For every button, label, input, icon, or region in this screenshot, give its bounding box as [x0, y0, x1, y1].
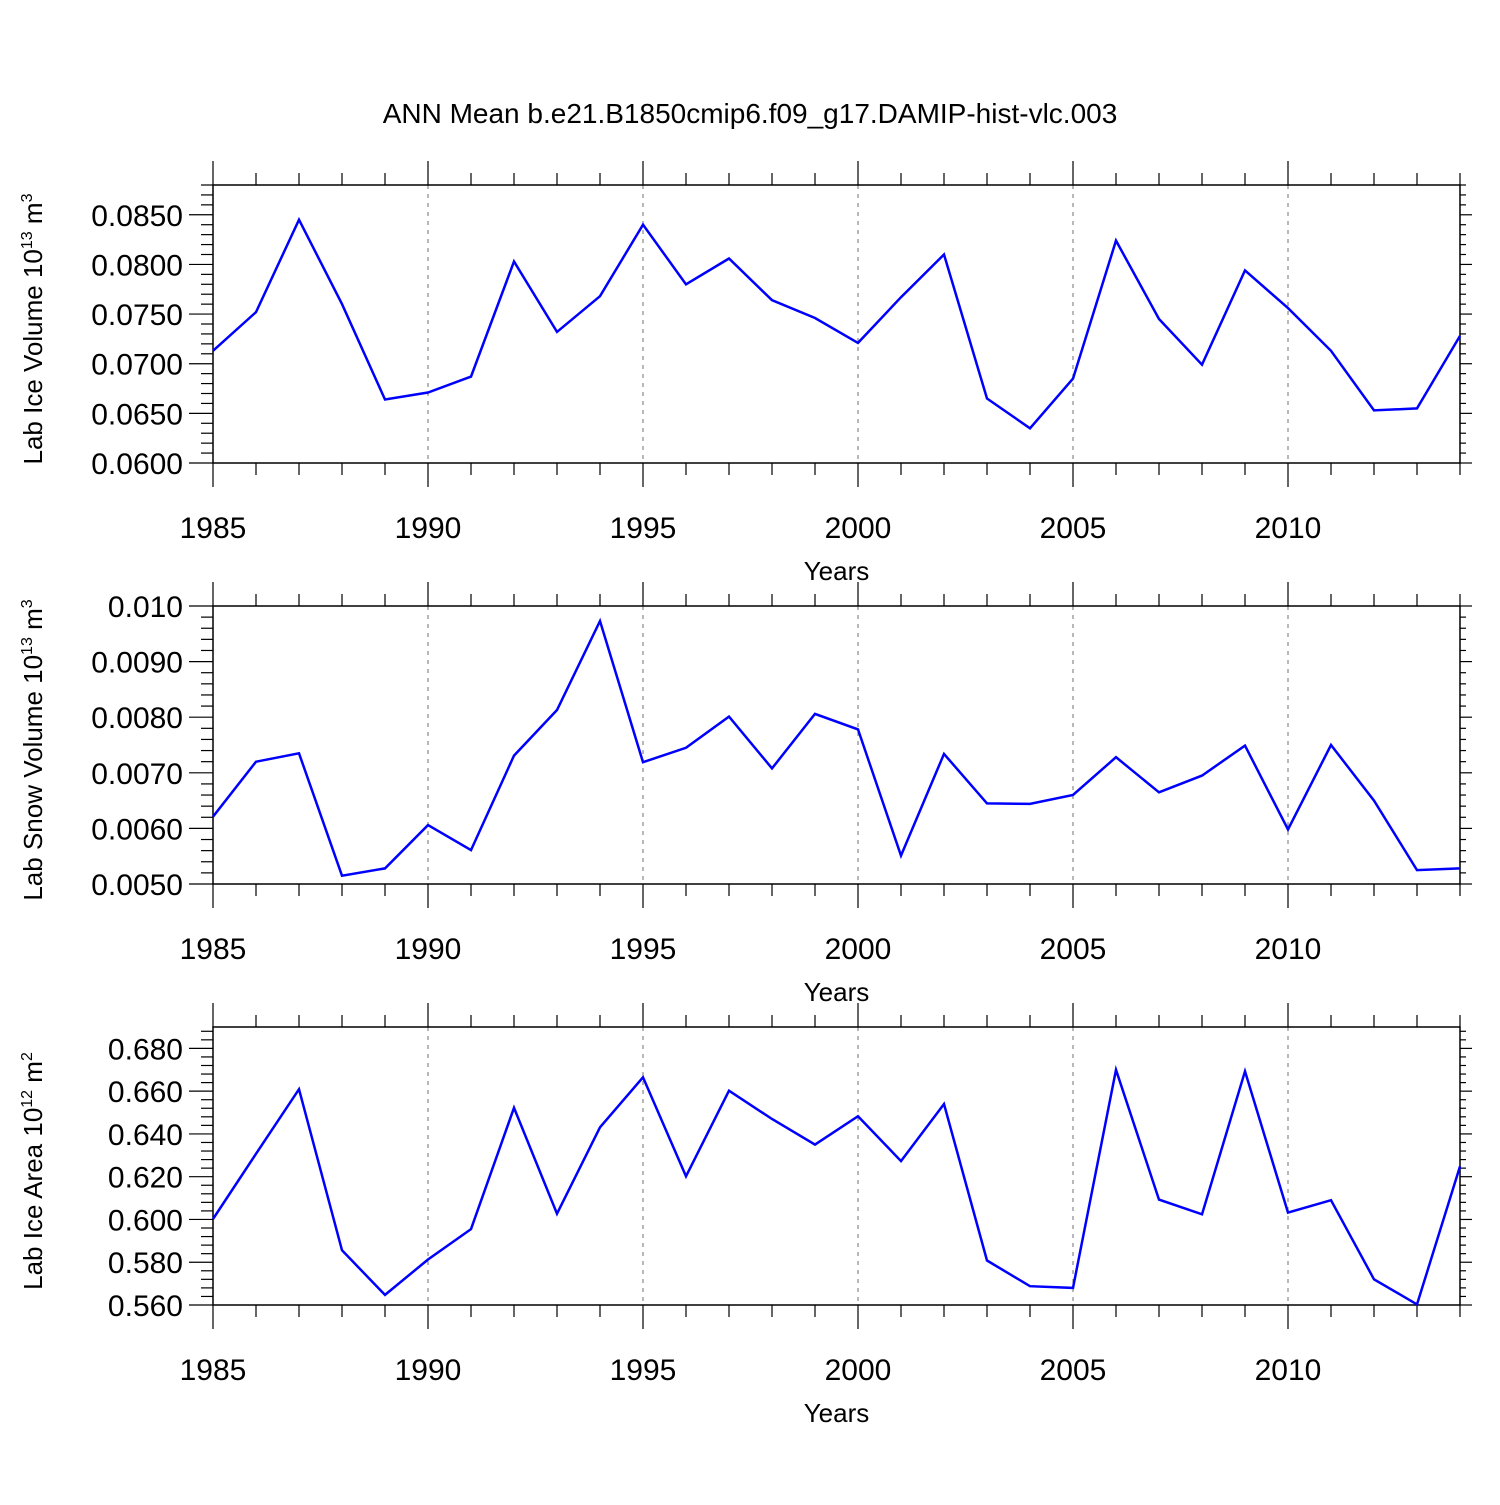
x-tick-label-1995: 1995 — [610, 933, 677, 966]
x-axis-label: Years — [804, 1398, 870, 1428]
y-tick-label: 0.0050 — [91, 869, 183, 902]
y-tick-label: 0.0070 — [91, 758, 183, 791]
y-tick-label: 0.0650 — [91, 398, 183, 431]
x-tick-label-2000: 2000 — [825, 1354, 892, 1387]
x-tick-label-2010: 2010 — [1255, 933, 1322, 966]
figure-title: ANN Mean b.e21.B1850cmip6.f09_g17.DAMIP-… — [383, 98, 1118, 129]
chart-panel-2: 1985 1990 1995 2000 2005 2010 Years 0.0050 0.006… — [18, 582, 1472, 1007]
x-tick-label-2010: 2010 — [1255, 1354, 1322, 1387]
y-tick-label: 0.0700 — [91, 349, 183, 382]
x-tick-label-2005: 2005 — [1040, 1354, 1107, 1387]
y-tick-label: 0.680 — [108, 1033, 183, 1066]
x-tick-label-1990: 1990 — [395, 512, 462, 545]
y-tick-label: 0.010 — [108, 591, 183, 624]
x-tick-label-1990: 1990 — [395, 933, 462, 966]
plot-frame — [212, 605, 1461, 885]
chart-panel-1: 1985 1990 1995 2000 2005 2010 Years 0.0600 0.065… — [18, 161, 1472, 586]
series-line — [212, 216, 1462, 430]
y-tick-label: 0.660 — [108, 1076, 183, 1109]
plot-frame — [212, 1026, 1461, 1306]
series-line — [212, 617, 1461, 878]
y-tick-label: 0.0060 — [91, 813, 183, 846]
y-axis-label: Lab Ice Area 1012 m2 — [18, 1052, 48, 1290]
y-tick-label: 0.580 — [108, 1247, 183, 1280]
y-axis-label: Lab Snow Volume 1013 m3 — [18, 599, 48, 900]
y-tick-label: 0.640 — [108, 1119, 183, 1152]
series-line — [211, 1064, 1462, 1307]
y-tick-label: 0.0090 — [91, 647, 183, 680]
x-tick-label-1985: 1985 — [180, 1354, 247, 1387]
y-tick-label: 0.0600 — [91, 448, 183, 481]
x-tick-label-1995: 1995 — [610, 1354, 677, 1387]
y-tick-label: 0.0850 — [91, 200, 183, 233]
x-tick-label-1990: 1990 — [395, 1354, 462, 1387]
x-tick-label-1985: 1985 — [180, 933, 247, 966]
y-axis-label: Lab Ice Volume 1013 m3 — [18, 193, 48, 464]
y-tick-label: 0.0800 — [91, 249, 183, 282]
x-tick-label-2000: 2000 — [825, 512, 892, 545]
y-tick-label: 0.0750 — [91, 299, 183, 332]
x-tick-label-2000: 2000 — [825, 933, 892, 966]
plot-frame — [212, 184, 1461, 464]
x-axis-label: Years — [804, 556, 870, 586]
x-axis-label: Years — [804, 977, 870, 1007]
y-tick-label: 0.0080 — [91, 702, 183, 735]
x-tick-label-2005: 2005 — [1040, 512, 1107, 545]
y-tick-label: 0.560 — [108, 1290, 183, 1323]
y-tick-label: 0.600 — [108, 1204, 183, 1237]
chart-panel-3: 1985 1990 1995 2000 2005 2010 Years 0.560 0.580 0… — [18, 1003, 1472, 1428]
x-tick-label-1995: 1995 — [610, 512, 677, 545]
x-tick-label-1985: 1985 — [180, 512, 247, 545]
x-tick-label-2010: 2010 — [1255, 512, 1322, 545]
x-tick-label-2005: 2005 — [1040, 933, 1107, 966]
y-tick-label: 0.620 — [108, 1162, 183, 1195]
